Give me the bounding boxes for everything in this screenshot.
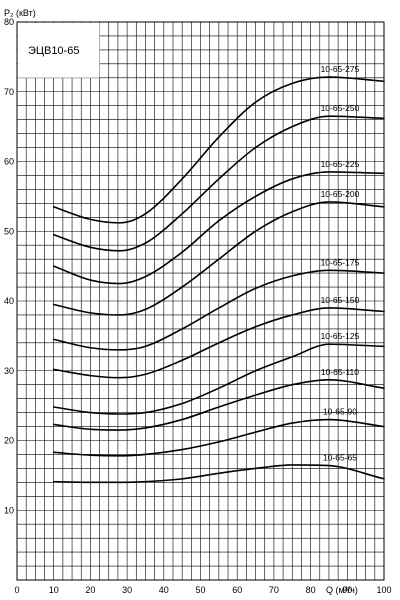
series-line <box>52 307 385 379</box>
series-line <box>52 343 385 415</box>
series-line <box>52 269 385 351</box>
y-tick-label: 20 <box>4 436 14 446</box>
series-label: 10-65-125 <box>321 331 360 341</box>
series-line <box>52 76 385 224</box>
chart-title: ЭЦВ10-65 <box>28 45 80 57</box>
x-tick-label: 80 <box>306 585 316 595</box>
y-tick-label: 50 <box>4 226 14 236</box>
y-tick-label: 30 <box>4 366 14 376</box>
series-label: 10-65-150 <box>321 295 360 305</box>
tick-labels: 0 10 20 30 40 50 60 70 80 90 100 10 20 30 40 50 60 70 80 <box>4 17 392 595</box>
series-line <box>52 201 385 316</box>
title-box-group: ЭЦВ10-65 <box>18 23 100 78</box>
chart-grid <box>16 21 385 581</box>
series-label: 10-65-225 <box>321 159 360 169</box>
series-label: 10-65-175 <box>321 257 360 267</box>
x-tick-label: 20 <box>85 585 95 595</box>
y-tick-label: 10 <box>4 505 14 515</box>
x-tick-label: 10 <box>49 585 59 595</box>
y-tick-label: 40 <box>4 296 14 306</box>
series-label: 10-65-250 <box>321 103 360 113</box>
series-label: 10-65-110 <box>321 367 359 377</box>
x-tick-label: 100 <box>376 585 391 595</box>
series-label: 10-65-200 <box>321 189 360 199</box>
y-tick-label: 60 <box>4 157 14 167</box>
series-line <box>52 379 385 431</box>
title-box <box>18 23 100 78</box>
x-tick-label: 60 <box>232 585 242 595</box>
y-tick-label: 70 <box>4 87 14 97</box>
x-tick-label: 30 <box>122 585 132 595</box>
series-line <box>52 464 385 484</box>
series-line <box>52 418 385 457</box>
x-axis-label: Q (м³/ч) <box>326 585 358 595</box>
series-label: 10-65-65 <box>323 453 357 463</box>
x-tick-label: 40 <box>159 585 169 595</box>
y-tick-label: 80 <box>4 17 14 27</box>
series-label: 10-65-90 <box>323 407 357 417</box>
x-tick-label: 70 <box>269 585 279 595</box>
x-tick-label: 0 <box>14 585 19 595</box>
series-line <box>52 115 385 252</box>
plot-frame <box>16 21 385 581</box>
x-tick-label: 50 <box>195 585 205 595</box>
y-axis-label: P₂ (кВт) <box>4 8 36 18</box>
series-label: 10-65-275 <box>321 64 360 74</box>
series-line <box>52 171 385 285</box>
x-tick-label: 90 <box>342 585 352 595</box>
series-layer: 10-65-275 10-65-250 10-65-225 10-65-200 10-6… <box>52 64 385 484</box>
